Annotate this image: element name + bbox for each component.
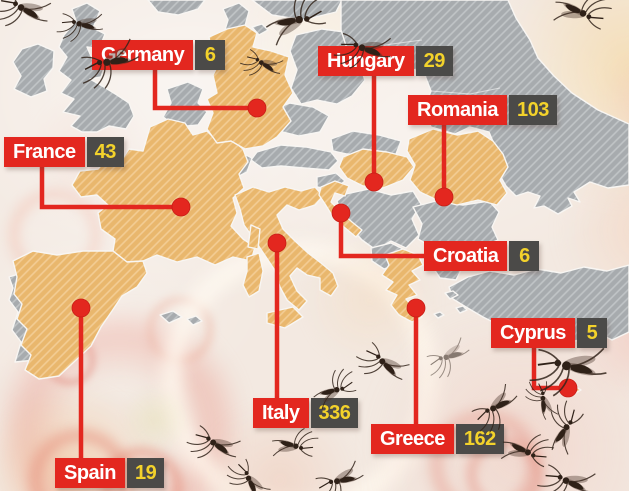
country-value: 43 — [86, 137, 124, 167]
map-island-corsica — [247, 224, 261, 250]
country-name: Romania — [408, 95, 507, 125]
label-hungary: Hungary 29 — [318, 46, 453, 76]
label-romania: Romania 103 — [408, 95, 557, 125]
label-italy: Italy 336 — [253, 398, 359, 428]
map-island-balearic — [186, 315, 203, 326]
marker-dot-croatia — [331, 203, 351, 223]
marker-dot-france — [171, 197, 191, 217]
country-value: 103 — [508, 95, 557, 125]
label-germany: Germany 6 — [92, 40, 226, 70]
marker-dot-germany — [247, 98, 267, 118]
country-value: 6 — [509, 241, 540, 271]
country-value: 6 — [195, 40, 226, 70]
connector-france — [39, 165, 181, 210]
country-name: Hungary — [318, 46, 414, 76]
country-value: 29 — [415, 46, 453, 76]
country-name: Italy — [253, 398, 309, 428]
map-country-sweden — [251, 0, 343, 21]
map-island-aegean — [444, 290, 459, 300]
country-name: France — [4, 137, 85, 167]
map-island-aegean — [455, 305, 468, 314]
country-name: Croatia — [424, 241, 508, 271]
connector-cyprus — [531, 344, 566, 391]
marker-dot-romania — [434, 187, 454, 207]
marker-dot-italy — [267, 233, 287, 253]
map-country-ireland — [12, 43, 55, 98]
country-name: Greece — [371, 424, 454, 454]
country-value: 5 — [576, 318, 607, 348]
connector-croatia — [338, 214, 426, 259]
map-country-hungary — [338, 148, 415, 189]
map-country-austria — [250, 144, 339, 171]
country-value: 162 — [455, 424, 504, 454]
marker-dot-greece — [406, 298, 426, 318]
label-greece: Greece 162 — [371, 424, 504, 454]
map-border-line — [430, 87, 501, 95]
map-island-sicily — [266, 306, 304, 329]
country-name: Germany — [92, 40, 194, 70]
map-country-croatia — [318, 180, 363, 238]
marker-dot-spain — [71, 298, 91, 318]
label-spain: Spain 19 — [55, 458, 165, 488]
country-value: 336 — [310, 398, 359, 428]
map-island-sardinia — [242, 252, 264, 298]
country-name: Spain — [55, 458, 125, 488]
marker-dot-hungary — [364, 172, 384, 192]
country-value: 19 — [126, 458, 165, 488]
map-island-balearic — [159, 310, 183, 324]
connector-germany — [152, 66, 257, 111]
map-country-romania — [406, 128, 509, 206]
marker-dot-cyprus — [558, 378, 578, 398]
label-france: France 43 — [4, 137, 124, 167]
country-name: Cyprus — [491, 318, 575, 348]
label-cyprus: Cyprus 5 — [491, 318, 607, 348]
map-country-bulgaria — [412, 200, 500, 249]
label-croatia: Croatia 6 — [424, 241, 540, 271]
map-island-aegean — [433, 311, 445, 319]
map-country-norway — [147, 0, 206, 16]
